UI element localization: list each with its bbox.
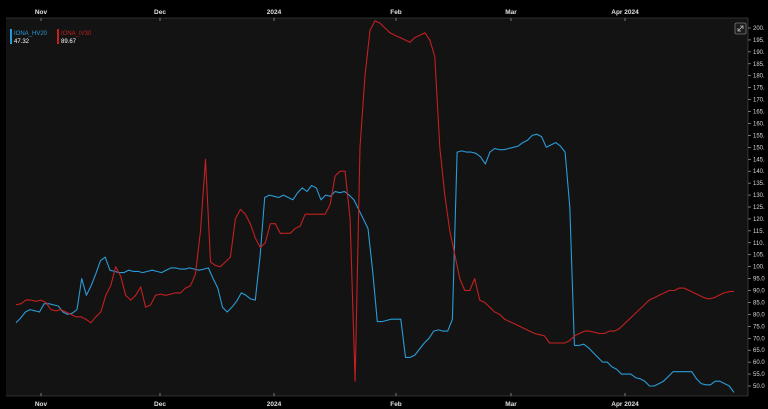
- legend: IONA_HV20 47.32 IONA_IV30 89.67: [10, 29, 92, 45]
- x-tick-label-top: Apr 2024: [611, 9, 639, 16]
- y-tick-label: 170.: [753, 98, 765, 104]
- legend-swatch-hv20: [10, 29, 12, 44]
- y-tick-label: 145.: [753, 157, 765, 163]
- y-tick-label: 65.0: [753, 348, 765, 354]
- y-tick-label: 95.0: [753, 277, 765, 283]
- y-tick-label: 115.: [753, 229, 765, 235]
- x-tick-label-bottom: Dec: [154, 401, 166, 408]
- y-tick-label: 80.0: [753, 312, 765, 318]
- y-tick-label: 90.0: [753, 289, 765, 295]
- x-tick-label-bottom: 2024: [267, 401, 282, 408]
- y-tick-label: 120.: [753, 217, 765, 223]
- series-line-hv20: [15, 133, 735, 393]
- x-tick-label-bottom: Mar: [505, 401, 517, 408]
- y-tick-label: 150.: [753, 145, 765, 151]
- x-tick-label-top: Nov: [35, 9, 48, 16]
- x-tick-label-top: 2024: [267, 9, 282, 16]
- y-tick-label: 180.: [753, 74, 765, 80]
- y-tick-label: 165.: [753, 110, 765, 116]
- series-line-iv30: [15, 20, 735, 382]
- x-tick-label-top: Mar: [505, 9, 517, 16]
- plot-background: [6, 18, 748, 396]
- y-tick-label: 175.: [753, 86, 765, 92]
- y-tick-label: 110.: [753, 241, 765, 247]
- bottom-time-axis: Nov Dec 2024 Feb Mar Apr 2024: [6, 393, 748, 408]
- y-tick-label: 105.: [753, 253, 765, 259]
- y-tick-label: 70.0: [753, 336, 765, 342]
- legend-name-iv30: IONA_IV30: [61, 31, 92, 37]
- legend-swatch-iv30: [57, 29, 59, 44]
- y-tick-label: 195.: [753, 38, 765, 44]
- y-tick-label: 100.: [753, 265, 765, 271]
- y-tick-label: 185.: [753, 62, 765, 68]
- x-tick-label-bottom: Apr 2024: [611, 401, 639, 408]
- y-tick-label: 160.: [753, 121, 765, 127]
- y-tick-label: 130.: [753, 193, 765, 199]
- y-tick-label: 55.0: [753, 372, 765, 378]
- y-tick-label: 50.0: [753, 384, 765, 390]
- y-tick-label: 135.: [753, 181, 765, 187]
- x-tick-label-top: Feb: [390, 9, 402, 16]
- legend-value-iv30: 89.67: [61, 39, 77, 45]
- y-tick-label: 125.: [753, 205, 765, 211]
- y-tick-label: 190.: [753, 50, 765, 56]
- x-tick-label-bottom: Nov: [35, 401, 48, 408]
- y-tick-label: 140.: [753, 169, 765, 175]
- right-value-axis: 50.0 55.0 60.0 65.0 70.0 75.0 80.0 85.0 90.0 95.0…: [747, 18, 765, 396]
- series-layer: [15, 20, 735, 393]
- legend-value-hv20: 47.32: [14, 39, 30, 45]
- y-tick-label: 200.: [753, 26, 765, 32]
- top-time-axis: Nov Dec 2024 Feb Mar Apr 2024: [6, 9, 748, 21]
- y-tick-label: 155.: [753, 133, 765, 139]
- y-tick-label: 60.0: [753, 360, 765, 366]
- y-tick-label: 75.0: [753, 324, 765, 330]
- x-tick-label-bottom: Feb: [390, 401, 402, 408]
- y-tick-label: 85.0: [753, 300, 765, 306]
- legend-name-hv20: IONA_HV20: [14, 31, 48, 37]
- x-tick-label-top: Dec: [154, 9, 166, 16]
- expand-icon[interactable]: [734, 22, 747, 35]
